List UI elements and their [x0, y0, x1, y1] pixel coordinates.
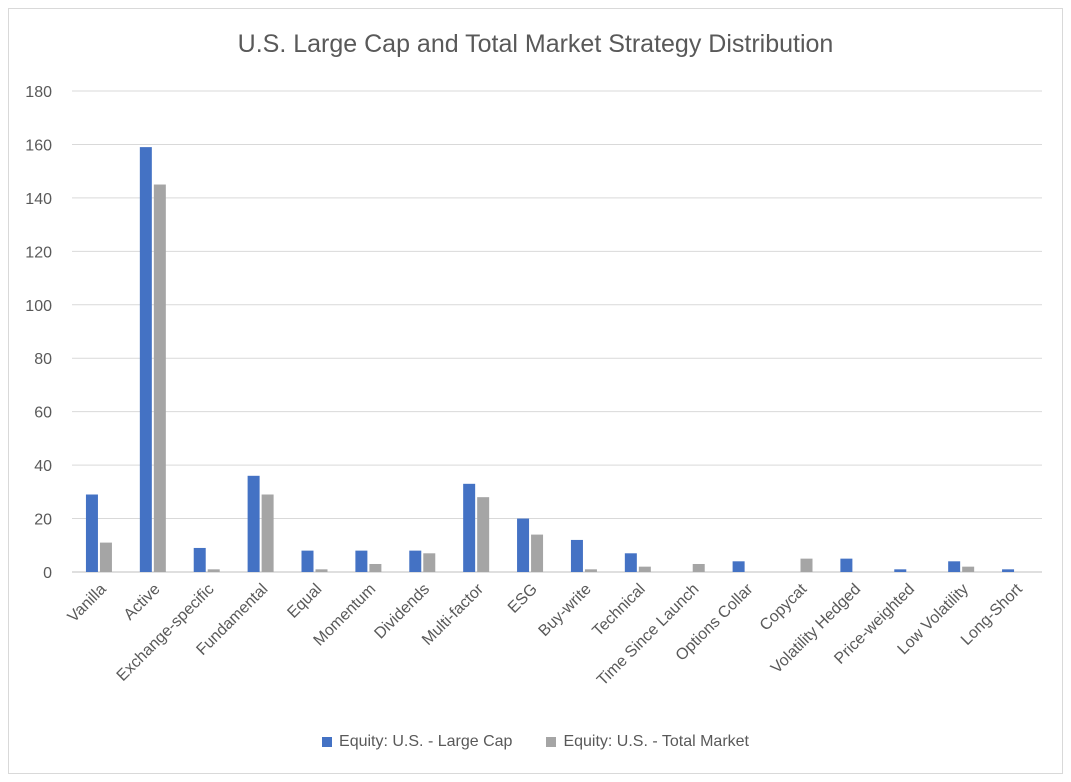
y-tick-label: 160	[25, 137, 52, 154]
bar-large-cap	[247, 475, 260, 572]
legend-item-large-cap: Equity: U.S. - Large Cap	[322, 733, 512, 751]
y-tick-label: 0	[43, 565, 52, 582]
y-tick-label: 120	[25, 244, 52, 261]
bar-large-cap	[409, 550, 422, 572]
y-tick-label: 40	[34, 458, 52, 475]
bar-large-cap	[570, 539, 583, 572]
x-tick-label: Equal	[284, 581, 325, 622]
legend-label-large-cap: Equity: U.S. - Large Cap	[339, 733, 513, 750]
x-tick-label: Active	[121, 581, 164, 624]
gridlines	[72, 90, 1042, 573]
x-tick-label: Exchange-specific	[114, 581, 218, 685]
y-tick-label: 80	[34, 351, 52, 368]
x-axis-ticks: Vanilla ActiveExchange-specificFundamenta…	[65, 580, 1027, 689]
x-tick-label: Copycat	[757, 580, 811, 634]
chart-frame	[8, 8, 1063, 774]
y-axis-ticks: 0 20 40 60 80 100 120 140 160 180	[25, 84, 52, 582]
bar-large-cap	[840, 558, 853, 572]
bar-total-market	[153, 184, 166, 572]
x-tick-label: Time Since Launch	[594, 581, 702, 689]
bar-total-market	[477, 497, 490, 572]
bar-total-market	[584, 569, 597, 572]
bar-total-market	[800, 558, 813, 572]
bar-large-cap	[85, 494, 98, 572]
bar-large-cap	[732, 561, 745, 572]
bar-total-market	[692, 563, 705, 572]
bar-large-cap	[193, 547, 206, 572]
bar-large-cap	[894, 569, 907, 572]
bar-total-market	[207, 569, 220, 572]
y-tick-label: 140	[25, 191, 52, 208]
bar-total-market	[962, 566, 975, 572]
x-tick-label: Buy-write	[536, 581, 595, 640]
legend-label-total-market: Equity: U.S. - Total Market	[563, 733, 749, 750]
bar-total-market	[423, 553, 436, 572]
bar-large-cap	[948, 561, 961, 572]
bar-large-cap	[463, 483, 476, 572]
legend-swatch-large-cap	[322, 737, 333, 747]
y-tick-label: 180	[25, 84, 52, 101]
bar-large-cap	[355, 550, 368, 572]
legend-item-total-market: Equity: U.S. - Total Market	[546, 733, 749, 751]
bars	[85, 147, 1015, 572]
legend-swatch-total-market	[546, 737, 557, 747]
bar-total-market	[261, 494, 274, 572]
bar-large-cap	[517, 518, 530, 572]
bar-total-market	[369, 563, 382, 572]
bar-total-market	[531, 534, 544, 572]
x-tick-label: Volatility Hedged	[768, 581, 864, 677]
bar-large-cap	[1002, 569, 1015, 572]
x-tick-label: ESG	[505, 581, 541, 617]
bar-total-market	[638, 566, 651, 572]
chart-title: U.S. Large Cap and Total Market Strategy…	[237, 30, 834, 58]
legend: Equity: U.S. - Large Cap Equity: U.S. - …	[0, 733, 1071, 751]
bar-large-cap	[301, 550, 314, 572]
x-tick-label: Vanilla	[65, 581, 110, 626]
y-tick-label: 60	[34, 405, 52, 422]
bar-large-cap	[624, 553, 637, 572]
bar-total-market	[99, 542, 112, 572]
y-tick-label: 100	[25, 298, 52, 315]
bar-total-market	[315, 569, 328, 572]
y-tick-label: 20	[34, 512, 52, 529]
bar-large-cap	[139, 147, 152, 572]
